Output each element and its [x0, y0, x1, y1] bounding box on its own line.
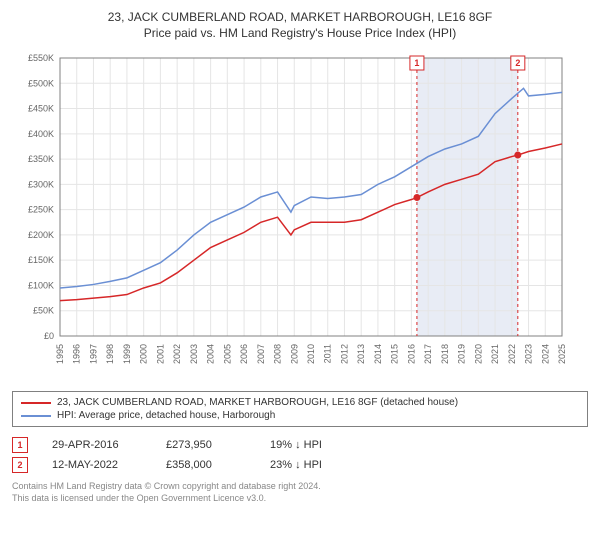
sale-date: 29-APR-2016 — [52, 439, 142, 451]
svg-text:2019: 2019 — [457, 344, 467, 364]
legend-item: 23, JACK CUMBERLAND ROAD, MARKET HARBORO… — [21, 396, 579, 409]
chart-plot: £0 £50K £100K £150K £200K £250K £300K £350K £400… — [12, 48, 588, 383]
svg-text:2020: 2020 — [473, 344, 483, 364]
svg-text:£200K: £200K — [28, 230, 54, 240]
svg-text:2025: 2025 — [557, 344, 567, 364]
svg-text:1997: 1997 — [88, 344, 98, 364]
svg-text:£50K: £50K — [33, 306, 54, 316]
svg-text:2016: 2016 — [406, 344, 416, 364]
svg-text:2021: 2021 — [490, 344, 500, 364]
svg-text:£500K: £500K — [28, 78, 54, 88]
svg-text:1: 1 — [414, 58, 419, 68]
svg-text:2002: 2002 — [172, 344, 182, 364]
svg-text:2014: 2014 — [373, 344, 383, 364]
svg-text:2001: 2001 — [155, 344, 165, 364]
svg-text:2008: 2008 — [273, 344, 283, 364]
sale-hpi-diff: 23% ↓ HPI — [270, 459, 350, 471]
svg-text:2003: 2003 — [189, 344, 199, 364]
chart-container: 23, JACK CUMBERLAND ROAD, MARKET HARBORO… — [0, 0, 600, 512]
svg-text:£400K: £400K — [28, 129, 54, 139]
legend-label: HPI: Average price, detached house, Harb… — [57, 410, 275, 421]
svg-text:1995: 1995 — [55, 344, 65, 364]
svg-text:2011: 2011 — [323, 344, 333, 363]
svg-text:1998: 1998 — [105, 344, 115, 364]
sale-hpi-diff: 19% ↓ HPI — [270, 439, 350, 451]
svg-text:2015: 2015 — [390, 344, 400, 364]
svg-text:£100K: £100K — [28, 280, 54, 290]
sale-price: £273,950 — [166, 439, 246, 451]
svg-text:2012: 2012 — [339, 344, 349, 364]
svg-text:2004: 2004 — [206, 344, 216, 364]
svg-text:2006: 2006 — [239, 344, 249, 364]
svg-text:2010: 2010 — [306, 344, 316, 364]
footer-line-2: This data is licensed under the Open Gov… — [12, 493, 588, 505]
svg-text:2018: 2018 — [440, 344, 450, 364]
svg-text:2017: 2017 — [423, 344, 433, 364]
line-chart-svg: £0 £50K £100K £150K £200K £250K £300K £350K £400… — [12, 48, 572, 378]
svg-text:£300K: £300K — [28, 179, 54, 189]
sale-date: 12-MAY-2022 — [52, 459, 142, 471]
legend-item: HPI: Average price, detached house, Harb… — [21, 409, 579, 422]
sales-table: 1 29-APR-2016 £273,950 19% ↓ HPI 2 12-MAY-202… — [12, 435, 588, 475]
legend-swatch — [21, 415, 51, 417]
chart-subtitle: Price paid vs. HM Land Registry's House … — [12, 26, 588, 40]
legend-swatch — [21, 402, 51, 404]
svg-text:2022: 2022 — [507, 344, 517, 364]
svg-text:£450K: £450K — [28, 104, 54, 114]
svg-text:2024: 2024 — [540, 344, 550, 364]
svg-text:2: 2 — [515, 58, 520, 68]
sale-marker-badge: 2 — [12, 457, 28, 473]
svg-text:2007: 2007 — [256, 344, 266, 364]
svg-text:2013: 2013 — [356, 344, 366, 364]
legend: 23, JACK CUMBERLAND ROAD, MARKET HARBORO… — [12, 391, 588, 427]
svg-text:2005: 2005 — [222, 344, 232, 364]
sale-marker-badge: 1 — [12, 437, 28, 453]
chart-title: 23, JACK CUMBERLAND ROAD, MARKET HARBORO… — [12, 10, 588, 24]
sale-price: £358,000 — [166, 459, 246, 471]
footer-attribution: Contains HM Land Registry data © Crown c… — [12, 481, 588, 504]
svg-text:1996: 1996 — [72, 344, 82, 364]
footer-line-1: Contains HM Land Registry data © Crown c… — [12, 481, 588, 493]
sale-row: 2 12-MAY-2022 £358,000 23% ↓ HPI — [12, 455, 588, 475]
svg-text:£250K: £250K — [28, 205, 54, 215]
svg-text:1999: 1999 — [122, 344, 132, 364]
legend-label: 23, JACK CUMBERLAND ROAD, MARKET HARBORO… — [57, 397, 458, 408]
svg-text:2023: 2023 — [524, 344, 534, 364]
sale-row: 1 29-APR-2016 £273,950 19% ↓ HPI — [12, 435, 588, 455]
svg-text:2009: 2009 — [289, 344, 299, 364]
svg-text:2000: 2000 — [139, 344, 149, 364]
svg-text:£550K: £550K — [28, 53, 54, 63]
svg-text:£0: £0 — [44, 331, 54, 341]
svg-text:£350K: £350K — [28, 154, 54, 164]
svg-text:£150K: £150K — [28, 255, 54, 265]
